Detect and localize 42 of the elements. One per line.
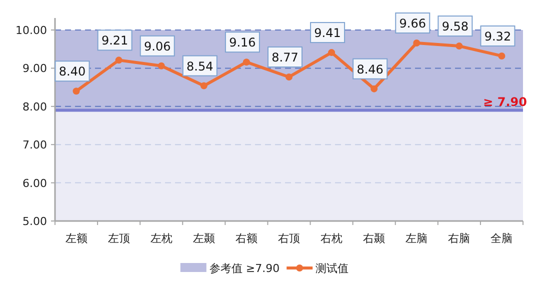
y-tick-label: 9.00 (22, 62, 47, 76)
data-label: 9.21 (101, 34, 128, 48)
y-tick-label: 6.00 (22, 176, 47, 190)
x-tick-label: 右额 (235, 232, 258, 245)
data-label: 9.32 (484, 29, 512, 44)
point (498, 52, 506, 60)
y-tick-label: 8.00 (22, 100, 47, 114)
x-tick-label: 左脑 (406, 232, 428, 245)
data-label: 9.41 (314, 26, 341, 40)
ref-line-label: ≥ 7.90 (483, 95, 527, 110)
point (413, 39, 420, 46)
data-label: 8.46 (356, 62, 384, 76)
x-tick-label: 右脑 (448, 232, 470, 245)
x-tick-label: 左颞 (192, 232, 215, 245)
data-label: 8.40 (58, 64, 86, 79)
data-label: 9.06 (144, 39, 171, 54)
data-label: 9.58 (442, 20, 469, 34)
y-tick-label: 5.00 (22, 215, 47, 228)
x-tick-label: 左顶 (108, 232, 130, 245)
data-label: 8.54 (186, 59, 214, 74)
point (158, 62, 165, 70)
legend-label: 测试值 (316, 262, 349, 275)
x-tick-label: 左枕 (150, 232, 172, 245)
y-tick-label: 7.00 (22, 138, 47, 152)
point (328, 49, 336, 56)
point (115, 56, 122, 64)
data-label: 9.66 (399, 16, 426, 30)
point (242, 58, 250, 66)
legend-label: 参考值 ≥7.90 (209, 262, 280, 275)
y-tick-label: 10.00 (16, 24, 47, 37)
x-tick-label: 右颞 (363, 232, 386, 245)
x-tick-label: 左额 (65, 232, 88, 245)
point (286, 73, 292, 80)
x-tick-label: 全脑 (490, 232, 513, 245)
point (72, 88, 80, 95)
point (370, 85, 378, 92)
data-label: 9.16 (229, 36, 256, 50)
data-label: 8.77 (272, 50, 298, 64)
point (456, 42, 463, 50)
x-tick-label: 右顶 (278, 232, 300, 245)
point (200, 82, 208, 90)
x-tick-label: 右枕 (320, 232, 343, 245)
